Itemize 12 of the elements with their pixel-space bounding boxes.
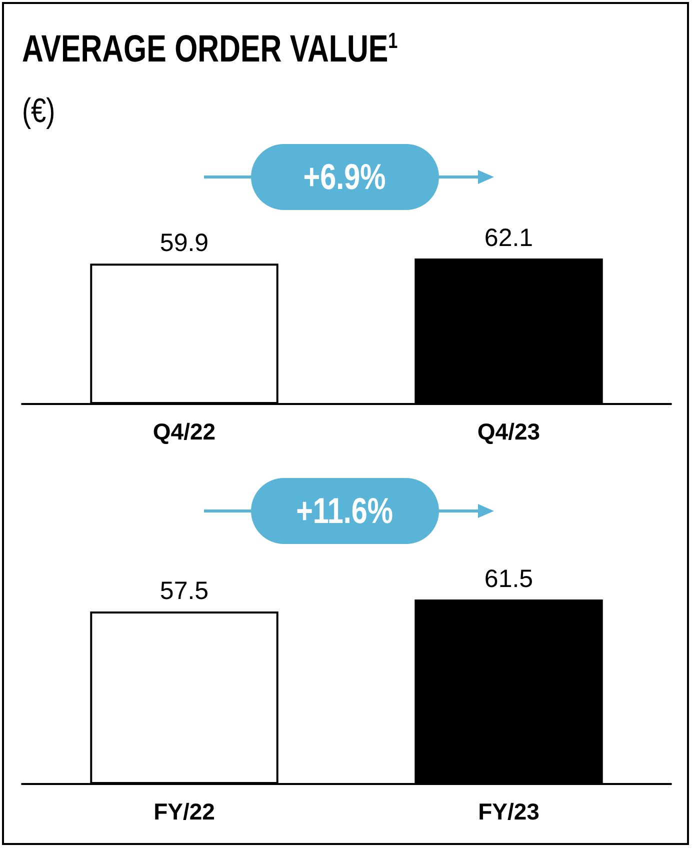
data-label: 61.5 — [484, 565, 534, 593]
x-tick-label: FY/22 — [154, 798, 215, 824]
text: +11.6% — [296, 490, 394, 532]
chart-subtitle: (€) — [22, 92, 56, 131]
x-tick-label: Q4/23 — [477, 418, 540, 444]
chart-title: AVERAGE ORDER VALUE$^{1}$ — [22, 28, 398, 72]
data-label: 57.5 — [160, 577, 209, 605]
data-label: 62.1 — [484, 224, 534, 252]
text: +6.9% — [304, 156, 386, 198]
x-tick-label: Q4/22 — [152, 418, 216, 444]
x-tick-label: FY/23 — [478, 798, 540, 824]
data-label: 59.9 — [160, 229, 209, 258]
